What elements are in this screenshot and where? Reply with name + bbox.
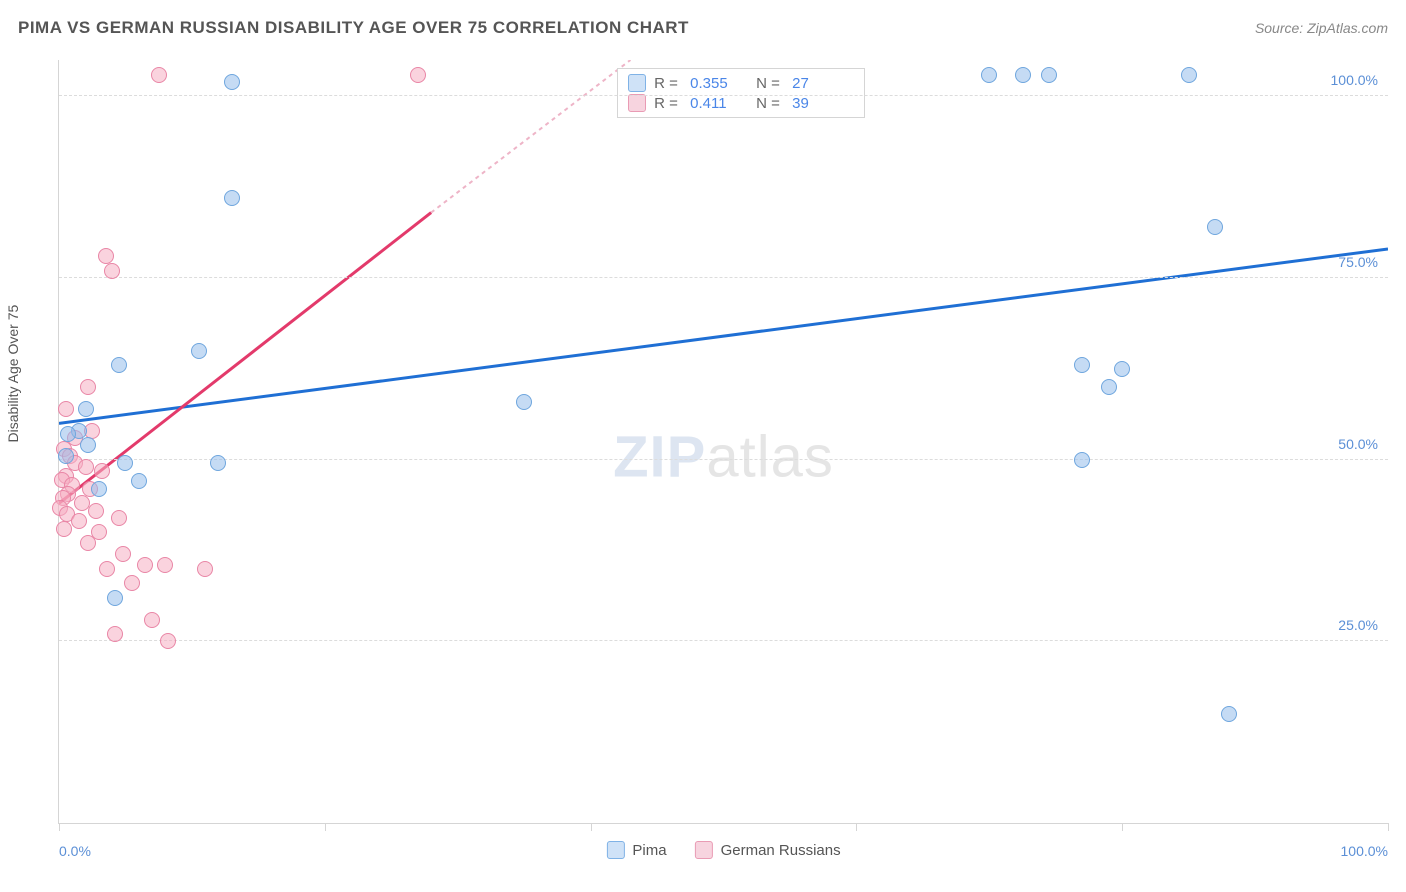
data-point (210, 455, 226, 471)
data-point (56, 521, 72, 537)
data-point (74, 495, 90, 511)
gridline (59, 640, 1388, 641)
data-point (124, 575, 140, 591)
data-point (71, 513, 87, 529)
legend-label-german: German Russians (721, 842, 841, 859)
data-point (1181, 67, 1197, 83)
stat-n-german: 39 (792, 95, 850, 112)
stat-label-r: R = (654, 95, 682, 112)
gridline (59, 95, 1388, 96)
x-tick (591, 823, 592, 831)
y-tick-label: 25.0% (1338, 617, 1378, 633)
chart-header: PIMA VS GERMAN RUSSIAN DISABILITY AGE OV… (18, 18, 1388, 38)
stat-label-n: N = (756, 95, 784, 112)
x-tick (856, 823, 857, 831)
data-point (115, 546, 131, 562)
data-point (58, 401, 74, 417)
y-axis-label: Disability Age Over 75 (5, 305, 21, 443)
data-point (78, 459, 94, 475)
swatch-pima (628, 74, 646, 92)
data-point (117, 455, 133, 471)
x-tick-label-max: 100.0% (1341, 843, 1388, 859)
legend-item-pima: Pima (606, 841, 666, 859)
data-point (197, 561, 213, 577)
data-point (94, 463, 110, 479)
data-point (80, 437, 96, 453)
data-point (1041, 67, 1057, 83)
trend-lines (59, 60, 1388, 823)
source-attribution: Source: ZipAtlas.com (1255, 20, 1388, 36)
data-point (224, 74, 240, 90)
legend-swatch-german (695, 841, 713, 859)
data-point (224, 190, 240, 206)
x-tick (325, 823, 326, 831)
data-point (1074, 452, 1090, 468)
stats-legend-box: R = 0.355 N = 27 R = 0.411 N = 39 (617, 68, 865, 118)
data-point (1114, 361, 1130, 377)
data-point (151, 67, 167, 83)
legend-item-german: German Russians (695, 841, 841, 859)
data-point (981, 67, 997, 83)
data-point (107, 626, 123, 642)
bottom-legend: Pima German Russians (606, 841, 840, 859)
data-point (1074, 357, 1090, 373)
data-point (99, 561, 115, 577)
data-point (516, 394, 532, 410)
watermark: ZIPatlas (613, 423, 834, 490)
data-point (131, 473, 147, 489)
data-point (160, 633, 176, 649)
stat-r-german: 0.411 (690, 95, 748, 112)
gridline (59, 459, 1388, 460)
swatch-german (628, 94, 646, 112)
data-point (111, 510, 127, 526)
stat-r-pima: 0.355 (690, 75, 748, 92)
stat-label-r: R = (654, 75, 682, 92)
stats-row-pima: R = 0.355 N = 27 (628, 73, 850, 93)
data-point (1101, 379, 1117, 395)
data-point (91, 481, 107, 497)
plot-area: ZIPatlas R = 0.355 N = 27 R = 0.411 N = … (58, 60, 1388, 824)
data-point (80, 379, 96, 395)
data-point (1015, 67, 1031, 83)
x-tick (1388, 823, 1389, 831)
data-point (60, 426, 76, 442)
data-point (111, 357, 127, 373)
legend-swatch-pima (606, 841, 624, 859)
y-tick-label: 75.0% (1338, 254, 1378, 270)
data-point (78, 401, 94, 417)
data-point (157, 557, 173, 573)
y-tick-label: 50.0% (1338, 436, 1378, 452)
x-tick (59, 823, 60, 831)
gridline (59, 277, 1388, 278)
data-point (104, 263, 120, 279)
x-tick (1122, 823, 1123, 831)
data-point (1221, 706, 1237, 722)
data-point (1207, 219, 1223, 235)
stat-n-pima: 27 (792, 75, 850, 92)
data-point (58, 448, 74, 464)
data-point (80, 535, 96, 551)
chart-container: Disability Age Over 75 ZIPatlas R = 0.35… (18, 50, 1388, 874)
y-tick-label: 100.0% (1331, 72, 1378, 88)
data-point (410, 67, 426, 83)
data-point (191, 343, 207, 359)
watermark-atlas: atlas (706, 424, 834, 489)
stat-label-n: N = (756, 75, 784, 92)
data-point (88, 503, 104, 519)
chart-title: PIMA VS GERMAN RUSSIAN DISABILITY AGE OV… (18, 18, 689, 38)
data-point (137, 557, 153, 573)
watermark-zip: ZIP (613, 424, 706, 489)
data-point (107, 590, 123, 606)
legend-label-pima: Pima (632, 842, 666, 859)
data-point (144, 612, 160, 628)
x-tick-label-min: 0.0% (59, 843, 91, 859)
